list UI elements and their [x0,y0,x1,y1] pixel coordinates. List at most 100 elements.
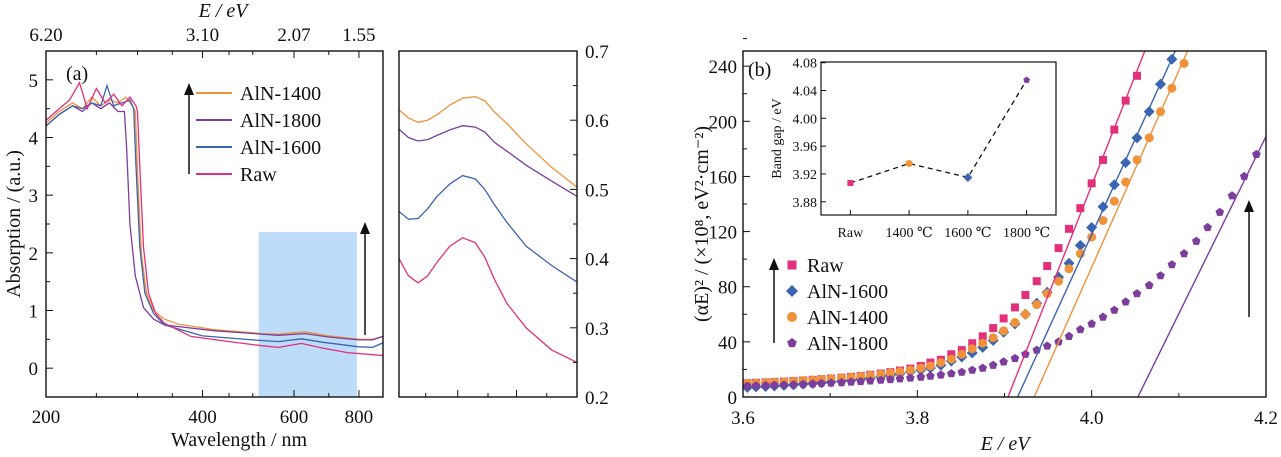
data-point-aln-1800 [1167,260,1177,269]
data-point-aln-1800 [866,376,875,385]
data-point-aln-1600 [1074,239,1086,251]
data-point-aln-1800 [1110,305,1119,314]
zoom-series-line-aln-1800 [398,125,578,197]
arrow-icon-head [184,83,194,95]
data-point-aln-1400 [988,333,998,343]
data-point-aln-1800 [789,380,798,389]
highlight-region [258,232,357,397]
inset-y-tick-label: 4.04 [793,85,818,100]
zoom-series-line-aln-1600 [398,174,578,283]
zoom-y-tick-label: 0.5 [585,180,609,201]
panel-b-series [743,51,1266,397]
data-point-raw [1132,71,1141,80]
legend-label: AlN-1800 [240,110,321,132]
data-point-aln-1400 [916,363,926,373]
inset-category-label: 1800 ℃ [1003,226,1050,241]
data-point-aln-1400 [1109,196,1119,206]
data-point-raw [1021,290,1030,299]
panel-a-series [45,81,384,357]
y-tick-label: 200 [709,112,738,133]
data-point-aln-1800 [1215,207,1225,216]
data-point-raw [1032,277,1041,286]
x-tick-label: 4.0 [1080,408,1104,429]
data-point-aln-1400 [999,326,1009,336]
data-point-aln-1800 [817,378,826,387]
inset-category-label: 1600 ℃ [944,226,991,241]
inset-data-point [847,180,854,187]
y-tick-label: 3 [29,186,39,207]
data-point-raw [1043,262,1052,271]
data-point-aln-1400 [1132,155,1142,165]
data-point-aln-1800 [1121,297,1130,306]
zoom-y-tick-label: 0.7 [585,42,609,63]
data-point-aln-1800 [751,381,761,390]
zoom-y-tick-label: 0.2 [585,388,609,409]
legend-label: AlN-1600 [807,281,888,303]
data-point-aln-1400 [885,368,895,378]
data-point-aln-1400 [925,361,935,371]
data-point-raw [1076,204,1085,213]
y-tick-label: 2 [29,244,39,265]
y-tick-label: 80 [718,278,737,299]
data-point-aln-1800 [1010,353,1020,362]
x-tick-label: 400 [188,407,217,428]
legend-label: AlN-1600 [240,137,321,159]
inset-y-tick-label: 3.92 [793,168,818,183]
data-point-aln-1800 [743,381,752,390]
data-point-aln-1800 [761,380,770,390]
data-point-aln-1800 [978,363,987,372]
series-line-aln-1600 [45,83,384,349]
y-axis-title: Absorption / (a.u.) [3,150,25,298]
top-tick-label: 6.20 [29,25,62,46]
data-point-aln-1800 [916,372,926,381]
data-point-aln-1800 [876,375,885,384]
data-point-raw [1065,224,1074,233]
data-point-aln-1800 [1156,271,1165,280]
data-point-aln-1800 [837,378,846,387]
data-point-aln-1400 [1032,300,1042,310]
data-point-aln-1400 [957,349,967,359]
data-point-aln-1600 [1086,221,1098,233]
inset-frame [820,61,1057,216]
fit-line-aln-1400 [1033,51,1189,397]
series-line-raw [45,81,384,357]
data-point-aln-1800 [947,369,956,378]
zoom-y-tick-label: 0.4 [585,250,609,271]
top-tick-label: 1.55 [342,25,375,46]
data-point-aln-1400 [1064,264,1074,274]
data-point-aln-1800 [1144,280,1154,289]
data-point-raw [1098,155,1107,164]
data-point-aln-1400 [1010,318,1020,328]
data-point-aln-1800 [1203,222,1212,232]
y-tick-label: 40 [718,333,737,354]
data-point-aln-1400 [978,338,988,348]
data-point-aln-1800 [926,371,935,380]
zoom-series-line-raw [398,237,578,363]
zoom-panel-frame [398,50,578,398]
legend-label: Raw [807,255,844,277]
x-tick-label: 3.8 [905,408,929,429]
data-point-aln-1400 [936,358,946,368]
data-point-aln-1400 [876,369,886,379]
data-point-aln-1800 [1132,289,1142,298]
inset-y-tick-label: 3.96 [793,140,818,155]
data-point-aln-1400 [1020,309,1030,319]
data-point-aln-1400 [895,367,905,377]
data-point-aln-1800 [1098,312,1108,321]
legend-marker [787,312,797,322]
zoom-panel-series [398,96,578,363]
x-tick-label: 4.2 [1254,408,1278,429]
top-axis-title: E / eV [198,0,251,22]
data-point-aln-1800 [1227,191,1237,200]
legend-marker [787,338,797,347]
legend-label: AlN-1400 [240,83,321,105]
legend-label: AlN-1400 [807,307,888,329]
inset-data-point [1023,76,1030,83]
fit-line-raw [1007,51,1146,397]
data-point-raw [947,350,956,359]
data-point-aln-1800 [1192,236,1201,245]
data-point-aln-1800 [1076,325,1085,334]
data-point-aln-1800 [895,374,905,383]
fit-line-aln-1600 [1016,51,1176,397]
data-point-raw [968,339,977,348]
